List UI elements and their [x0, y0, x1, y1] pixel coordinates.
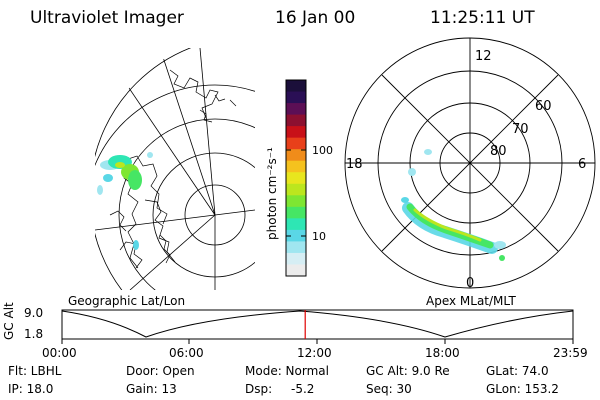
- aurora-polar: [401, 149, 506, 261]
- altitude-strip: [61, 309, 574, 344]
- colorbar-segment: [286, 91, 306, 104]
- colorbar-segment: [286, 137, 306, 150]
- altitude-ytick-bottom: 1.8: [24, 327, 44, 341]
- mode-info: Mode: Normal: [245, 364, 329, 378]
- mlt-label-12: 12: [475, 49, 492, 64]
- colorbar-segment: [286, 103, 306, 116]
- seq-info: Seq: 30: [366, 382, 412, 396]
- dsp-label: Dsp:: [245, 382, 273, 396]
- mlt-label-6: 6: [578, 157, 586, 172]
- mlt-label-0: 0: [466, 276, 474, 291]
- geographic-panel-label: Geographic Lat/Lon: [68, 294, 186, 308]
- geographic-map: [95, 48, 255, 290]
- lat-circle: [95, 84, 255, 290]
- gcalt-info: GC Alt: 9.0 Re: [366, 364, 450, 378]
- gain-info: Gain: 13: [126, 382, 177, 396]
- altitude-ylabel: GC Alt: [2, 302, 16, 340]
- glon-info: GLon: 153.2: [486, 382, 559, 396]
- colorbar-segment: [286, 206, 306, 219]
- colorbar-segment: [286, 160, 306, 173]
- lon-line: [159, 48, 216, 216]
- colorbar-segment: [286, 80, 306, 93]
- lat-circle: [118, 118, 255, 290]
- lon-line: [95, 214, 216, 231]
- lat-label-70: 70: [512, 122, 529, 137]
- altitude-frame: [61, 309, 574, 340]
- colorbar-frame: [285, 79, 307, 277]
- colorbar-segment: [286, 183, 306, 196]
- colorbar-segment: [286, 218, 306, 231]
- polar-diagonal: [381, 74, 559, 252]
- colorbar-segment: [286, 172, 306, 185]
- colorbar-segment: [286, 264, 306, 277]
- xtick-0600: 06:00: [169, 346, 204, 360]
- lon-line: [109, 59, 216, 216]
- altitude-ytick-top: 9.0: [24, 306, 44, 320]
- colorbar-segment: [286, 126, 306, 139]
- colorbar-segment: [286, 229, 306, 242]
- colorbar-segment: [286, 195, 306, 208]
- altitude-curve: [61, 310, 574, 338]
- dsp-value: -5.2: [291, 382, 315, 396]
- colorbar-segment: [286, 114, 306, 127]
- date-label: 16 Jan 00: [275, 8, 356, 28]
- glat-info: GLat: 74.0: [486, 364, 549, 378]
- xtick-2359: 23:59: [553, 346, 588, 360]
- colorbar: [285, 79, 307, 277]
- lon-line: [214, 209, 255, 216]
- xtick-0000: 00:00: [42, 346, 77, 360]
- colorbar-segment: [286, 149, 306, 162]
- ip-info: IP: 18.0: [8, 382, 54, 396]
- colorbar-tick-100: 100: [312, 144, 333, 157]
- polar-plot: [344, 37, 596, 289]
- colorbar-segment: [286, 241, 306, 254]
- xtick-1200: 12:00: [297, 346, 332, 360]
- time-label: 11:25:11 UT: [430, 8, 535, 28]
- mlt-label-18: 18: [346, 157, 363, 172]
- colorbar-segment: [286, 252, 306, 265]
- xtick-1800: 18:00: [425, 346, 460, 360]
- lon-line: [129, 214, 216, 290]
- door-info: Door: Open: [126, 364, 195, 378]
- polar-panel-label: Apex MLat/MLT: [426, 294, 516, 308]
- colorbar-unit-label: photon cm⁻²s⁻¹: [265, 147, 279, 240]
- colorbar-ticks: [286, 149, 306, 237]
- lat-label-60: 60: [535, 99, 552, 114]
- lon-line: [199, 48, 216, 216]
- instrument-title: Ultraviolet Imager: [30, 8, 184, 28]
- lat-label-80: 80: [490, 144, 507, 159]
- filter-info: Flt: LBHL: [8, 364, 62, 378]
- colorbar-tick-10: 10: [312, 230, 326, 243]
- aurora-geo: [97, 152, 153, 250]
